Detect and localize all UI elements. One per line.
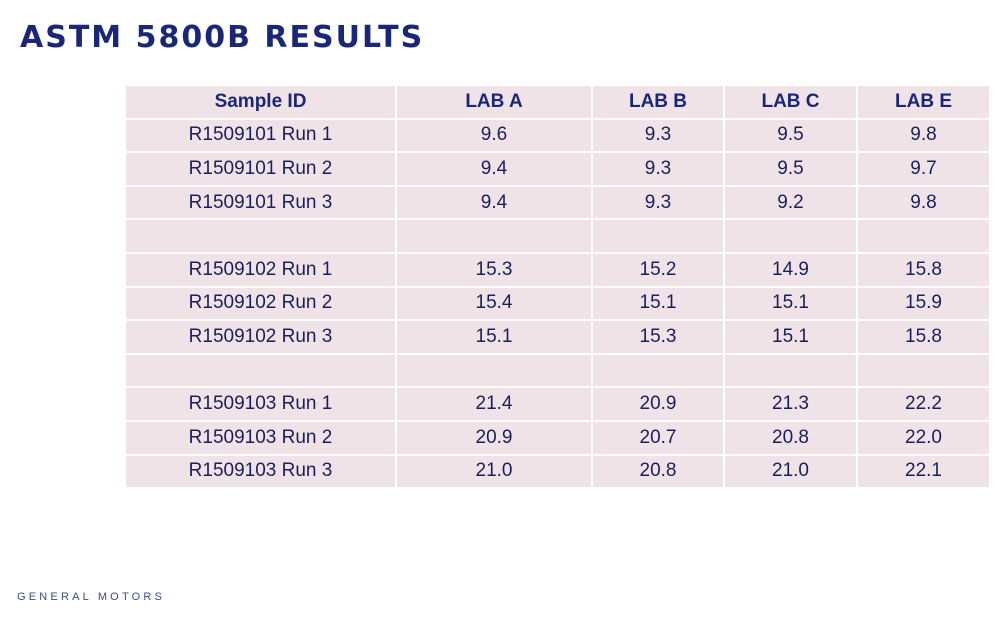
lab-e-cell: 15.9 xyxy=(856,285,991,322)
lab-c-cell: 15.1 xyxy=(723,285,858,322)
lab-b-cell: 20.9 xyxy=(591,386,725,422)
table-spacer-row xyxy=(124,218,991,254)
lab-b-cell xyxy=(591,218,725,254)
lab-e-cell: 22.2 xyxy=(856,386,991,422)
lab-e-cell xyxy=(856,218,991,254)
table-header-row: Sample ID LAB A LAB B LAB C LAB E xyxy=(124,84,991,120)
lab-a-cell: 9.4 xyxy=(395,184,593,221)
table-row: R1509103 Run 2 20.9 20.7 20.8 22.0 xyxy=(124,419,991,456)
lab-a-cell: 21.0 xyxy=(395,453,593,490)
lab-b-cell: 15.3 xyxy=(591,319,725,355)
lab-b-cell: 15.2 xyxy=(591,251,725,288)
header-lab-a: LAB A xyxy=(395,84,593,120)
results-table: Sample ID LAB A LAB B LAB C LAB E R15091… xyxy=(124,84,991,490)
header-lab-c: LAB C xyxy=(723,84,858,120)
sample-id-cell: R1509103 Run 3 xyxy=(124,453,397,490)
lab-a-cell: 20.9 xyxy=(395,419,593,456)
table-row: R1509102 Run 3 15.1 15.3 15.1 15.8 xyxy=(124,319,991,355)
header-lab-e: LAB E xyxy=(856,84,991,120)
lab-e-cell: 9.7 xyxy=(856,151,991,187)
table-row: R1509102 Run 2 15.4 15.1 15.1 15.9 xyxy=(124,285,991,322)
sample-id-cell: R1509101 Run 2 xyxy=(124,151,397,187)
lab-e-cell xyxy=(856,352,991,389)
lab-a-cell: 9.6 xyxy=(395,117,593,154)
sample-id-cell: R1509101 Run 1 xyxy=(124,117,397,154)
lab-c-cell: 20.8 xyxy=(723,419,858,456)
lab-a-cell: 15.1 xyxy=(395,319,593,355)
lab-e-cell: 9.8 xyxy=(856,184,991,221)
lab-c-cell xyxy=(723,218,858,254)
lab-a-cell: 21.4 xyxy=(395,386,593,422)
sample-id-cell: R1509102 Run 1 xyxy=(124,251,397,288)
lab-a-cell: 15.3 xyxy=(395,251,593,288)
lab-b-cell: 9.3 xyxy=(591,184,725,221)
lab-c-cell: 14.9 xyxy=(723,251,858,288)
lab-a-cell xyxy=(395,218,593,254)
slide-title: ASTM 5800B RESULTS xyxy=(20,20,425,55)
lab-c-cell: 9.5 xyxy=(723,151,858,187)
lab-c-cell: 21.3 xyxy=(723,386,858,422)
lab-b-cell: 20.8 xyxy=(591,453,725,490)
table-row: R1509103 Run 3 21.0 20.8 21.0 22.1 xyxy=(124,453,991,490)
table-row: R1509103 Run 1 21.4 20.9 21.3 22.2 xyxy=(124,386,991,422)
sample-id-cell xyxy=(124,352,397,389)
lab-c-cell: 9.2 xyxy=(723,184,858,221)
table-row: R1509101 Run 2 9.4 9.3 9.5 9.7 xyxy=(124,151,991,187)
lab-c-cell: 9.5 xyxy=(723,117,858,154)
header-sample-id: Sample ID xyxy=(124,84,397,120)
lab-e-cell: 15.8 xyxy=(856,251,991,288)
lab-c-cell xyxy=(723,352,858,389)
lab-b-cell: 9.3 xyxy=(591,117,725,154)
lab-c-cell: 21.0 xyxy=(723,453,858,490)
sample-id-cell: R1509102 Run 2 xyxy=(124,285,397,322)
lab-a-cell: 15.4 xyxy=(395,285,593,322)
table-row: R1509102 Run 1 15.3 15.2 14.9 15.8 xyxy=(124,251,991,288)
lab-a-cell: 9.4 xyxy=(395,151,593,187)
lab-e-cell: 22.0 xyxy=(856,419,991,456)
lab-b-cell xyxy=(591,352,725,389)
sample-id-cell: R1509103 Run 2 xyxy=(124,419,397,456)
lab-a-cell xyxy=(395,352,593,389)
lab-c-cell: 15.1 xyxy=(723,319,858,355)
sample-id-cell: R1509103 Run 1 xyxy=(124,386,397,422)
lab-b-cell: 20.7 xyxy=(591,419,725,456)
table-spacer-row xyxy=(124,352,991,389)
lab-e-cell: 15.8 xyxy=(856,319,991,355)
sample-id-cell: R1509102 Run 3 xyxy=(124,319,397,355)
header-lab-b: LAB B xyxy=(591,84,725,120)
table-row: R1509101 Run 3 9.4 9.3 9.2 9.8 xyxy=(124,184,991,221)
lab-b-cell: 9.3 xyxy=(591,151,725,187)
general-motors-logo-text: GENERAL MOTORS xyxy=(17,591,166,603)
lab-e-cell: 22.1 xyxy=(856,453,991,490)
lab-e-cell: 9.8 xyxy=(856,117,991,154)
table-row: R1509101 Run 1 9.6 9.3 9.5 9.8 xyxy=(124,117,991,154)
sample-id-cell xyxy=(124,218,397,254)
lab-b-cell: 15.1 xyxy=(591,285,725,322)
sample-id-cell: R1509101 Run 3 xyxy=(124,184,397,221)
